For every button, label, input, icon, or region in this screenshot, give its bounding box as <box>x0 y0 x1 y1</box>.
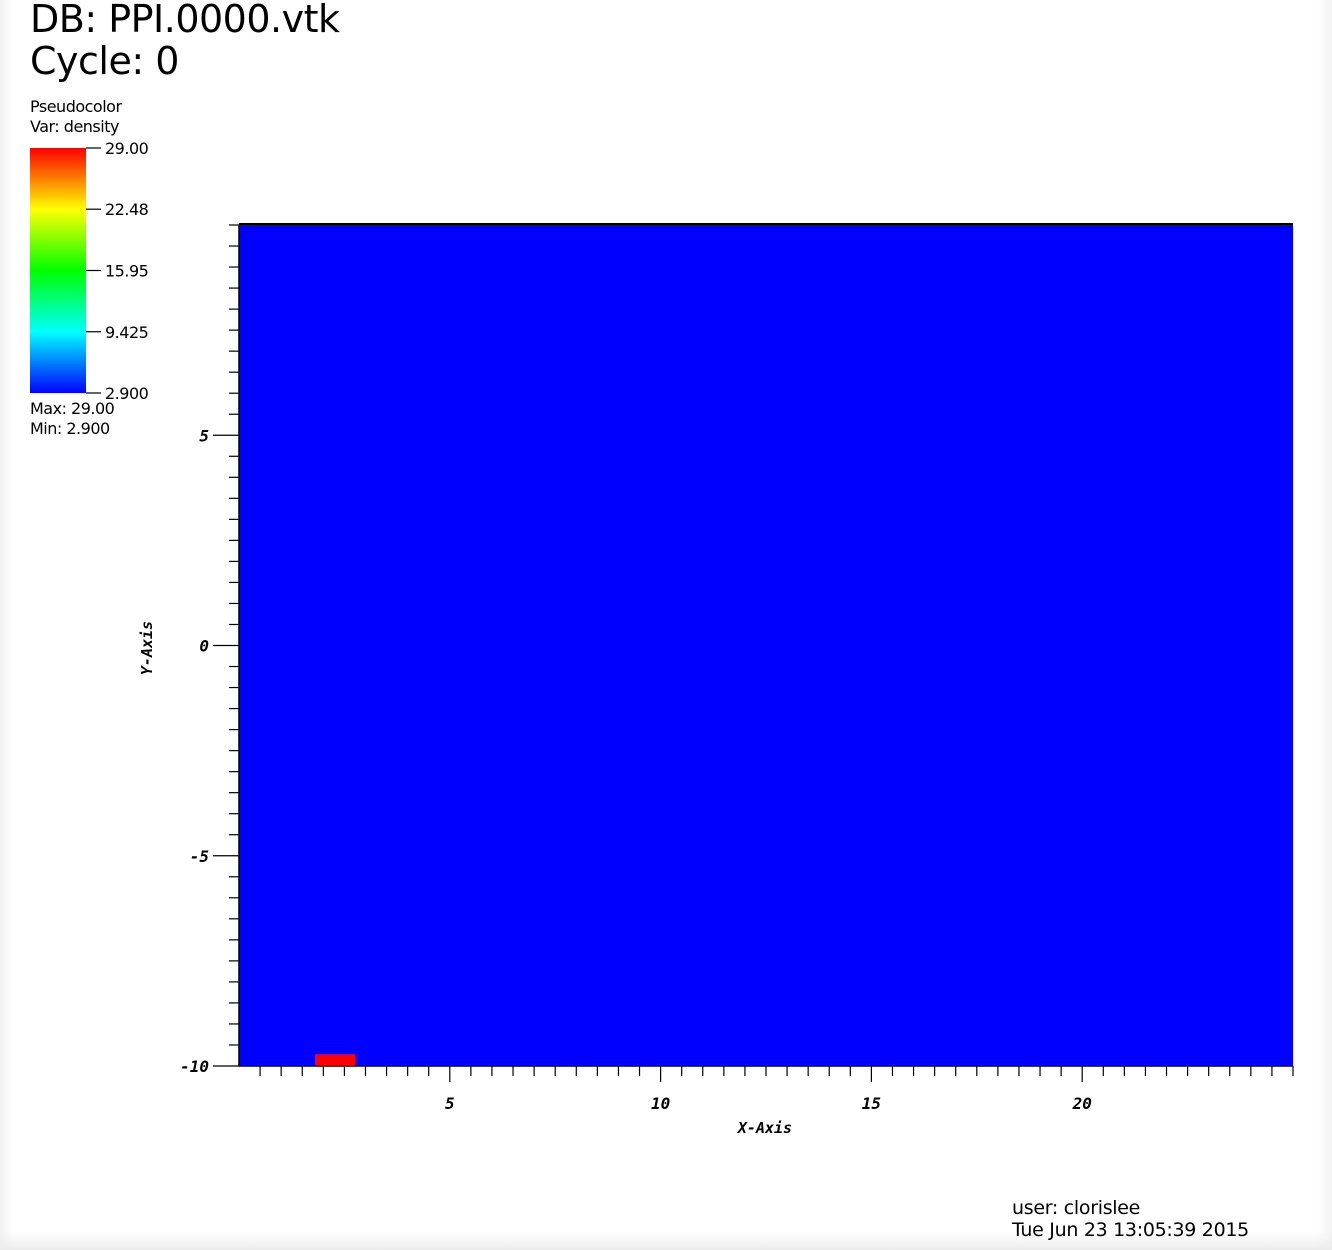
colorbar-tick-label: 9.425 <box>105 323 148 342</box>
legend-max: Max: 29.00 <box>30 399 115 418</box>
y-tick-label: 0 <box>199 637 209 656</box>
heatmap-cell-0 <box>314 1054 355 1066</box>
x-axis-title: X-Axis <box>736 1119 792 1137</box>
y-tick-label: -5 <box>190 847 209 866</box>
database-title: DB: PPI.0000.vtk <box>30 0 340 41</box>
colorbar-tick-label: 2.900 <box>105 384 149 403</box>
colorbar-tick-label: 22.48 <box>105 200 149 219</box>
y-tick-label: -10 <box>180 1057 209 1076</box>
axes: 5 10 15 20 5 0 -5 -10 <box>180 223 1294 1113</box>
x-tick-label: 20 <box>1072 1094 1092 1113</box>
legend-variable: Var: density <box>30 117 119 136</box>
colorbar-tick-label: 15.95 <box>105 262 148 281</box>
plot-area <box>239 225 1293 1066</box>
x-tick-label: 15 <box>862 1094 881 1113</box>
colorbar-tick-label: 29.00 <box>105 139 149 158</box>
heatmap-background <box>239 225 1293 1066</box>
window-bottom-edge <box>0 1232 1332 1250</box>
user-label: user: clorislee <box>1012 1197 1141 1219</box>
timestamp-label: Tue Jun 23 13:05:39 2015 <box>1012 1219 1249 1241</box>
colorbar <box>30 148 86 393</box>
cycle-title: Cycle: 0 <box>30 39 179 83</box>
colorbar-ticks: 29.00 22.48 15.95 9.425 2.900 <box>86 139 149 403</box>
legend-plot-type: Pseudocolor <box>30 97 122 116</box>
y-axis-title: Y-Axis <box>138 621 156 675</box>
x-tick-label: 10 <box>651 1094 670 1113</box>
legend-min: Min: 2.900 <box>30 419 110 438</box>
y-tick-label: 5 <box>199 426 209 445</box>
x-tick-label: 5 <box>445 1094 455 1113</box>
